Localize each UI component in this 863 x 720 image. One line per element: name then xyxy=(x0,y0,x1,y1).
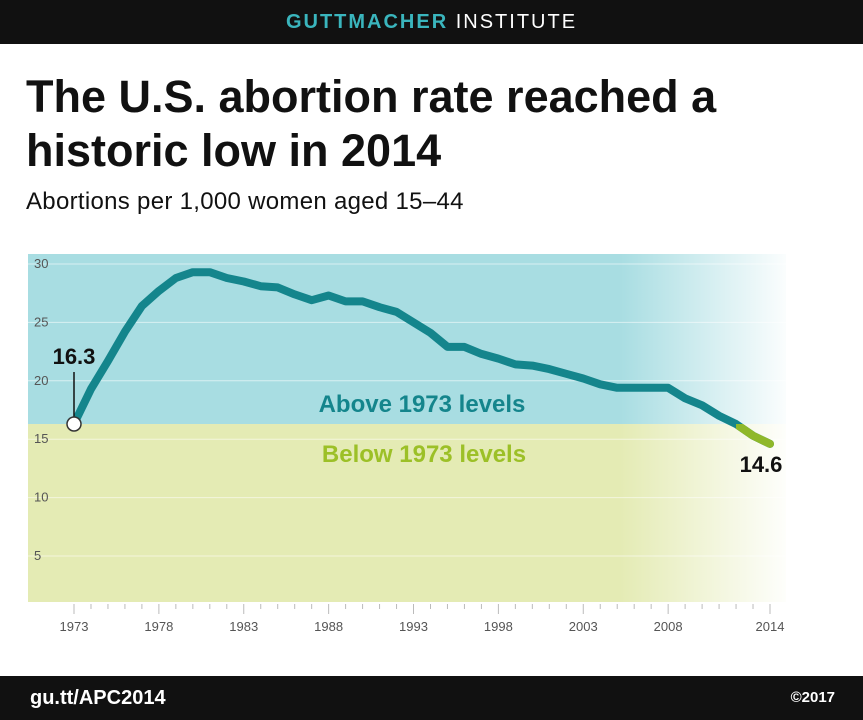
data-point xyxy=(480,352,483,355)
start-point-marker xyxy=(66,416,82,432)
y-tick-label: 30 xyxy=(34,256,48,271)
data-point xyxy=(208,271,211,274)
chart-title: The U.S. abortion rate reached a histori… xyxy=(26,71,717,176)
data-point xyxy=(463,345,466,348)
data-point xyxy=(293,293,296,296)
brand-name-primary: GUTTMACHER xyxy=(285,11,449,33)
data-point xyxy=(191,271,194,274)
start-value-label: 16.3 xyxy=(53,344,96,369)
above-zone-label: Above 1973 levels xyxy=(319,391,526,418)
data-point xyxy=(582,377,585,380)
x-tick-label: 2003 xyxy=(569,619,598,634)
data-point xyxy=(650,386,653,389)
data-point xyxy=(718,414,721,417)
x-tick-label: 2008 xyxy=(654,619,683,634)
y-tick-label: 10 xyxy=(34,490,48,505)
x-tick-label: 1998 xyxy=(484,619,513,634)
y-tick-label: 15 xyxy=(34,431,48,446)
source-url[interactable]: gu.tt/APC2014 xyxy=(30,687,166,709)
y-tick-label: 5 xyxy=(34,548,41,563)
data-point xyxy=(446,345,449,348)
data-point xyxy=(701,404,704,407)
x-tick-label: 1988 xyxy=(314,619,343,634)
data-point xyxy=(633,386,636,389)
data-point xyxy=(429,331,432,334)
data-point xyxy=(174,277,177,280)
zone-fade-overlay xyxy=(28,254,786,602)
copyright-notice: ©2017 xyxy=(790,689,835,706)
end-value-label: 14.6 xyxy=(740,452,783,477)
data-point xyxy=(140,305,143,308)
below-zone-label: Below 1973 levels xyxy=(322,441,526,468)
data-point xyxy=(259,285,262,288)
data-point xyxy=(752,434,755,437)
y-axis: 5 10 15 20 25 30 xyxy=(34,256,48,563)
data-point xyxy=(412,321,415,324)
data-point xyxy=(616,386,619,389)
data-point xyxy=(565,372,568,375)
data-point xyxy=(735,423,738,426)
x-tick-label: 1983 xyxy=(229,619,258,634)
footer-bar: gu.tt/APC2014 ©2017 xyxy=(0,676,863,720)
y-tick-label: 20 xyxy=(34,373,48,388)
data-point xyxy=(378,306,381,309)
data-point xyxy=(89,387,92,390)
data-point xyxy=(225,277,228,280)
data-point xyxy=(123,330,126,333)
data-point xyxy=(106,359,109,362)
data-point xyxy=(276,286,279,289)
data-point xyxy=(548,368,551,371)
abortion-rate-chart: 5 10 15 20 25 30 1973 1978 1983 1988 1993 1998 2003… xyxy=(28,254,786,634)
data-point xyxy=(395,310,398,313)
data-point xyxy=(361,300,364,303)
x-tick-label: 1978 xyxy=(144,619,173,634)
x-tick-label: 2014 xyxy=(756,619,785,634)
x-tick-label: 1973 xyxy=(60,619,89,634)
x-tick-label: 1993 xyxy=(399,619,428,634)
data-point xyxy=(514,363,517,366)
data-point xyxy=(667,386,670,389)
data-point xyxy=(327,294,330,297)
data-point xyxy=(599,383,602,386)
header-bar: GUTTMACHER INSTITUTE xyxy=(0,0,863,44)
chart-subtitle: Abortions per 1,000 women aged 15–44 xyxy=(26,188,464,215)
data-point xyxy=(310,299,313,302)
series-line xyxy=(70,268,774,448)
y-tick-label: 25 xyxy=(34,314,48,329)
data-point xyxy=(157,289,160,292)
brand-name-secondary: INSTITUTE xyxy=(455,11,578,33)
data-point xyxy=(242,280,245,283)
data-point xyxy=(531,364,534,367)
x-axis: 1973 1978 1983 1988 1993 1998 2003 2008 2014 xyxy=(60,604,785,634)
data-point xyxy=(497,357,500,360)
data-point xyxy=(684,397,687,400)
data-point xyxy=(769,442,772,445)
data-point xyxy=(344,300,347,303)
